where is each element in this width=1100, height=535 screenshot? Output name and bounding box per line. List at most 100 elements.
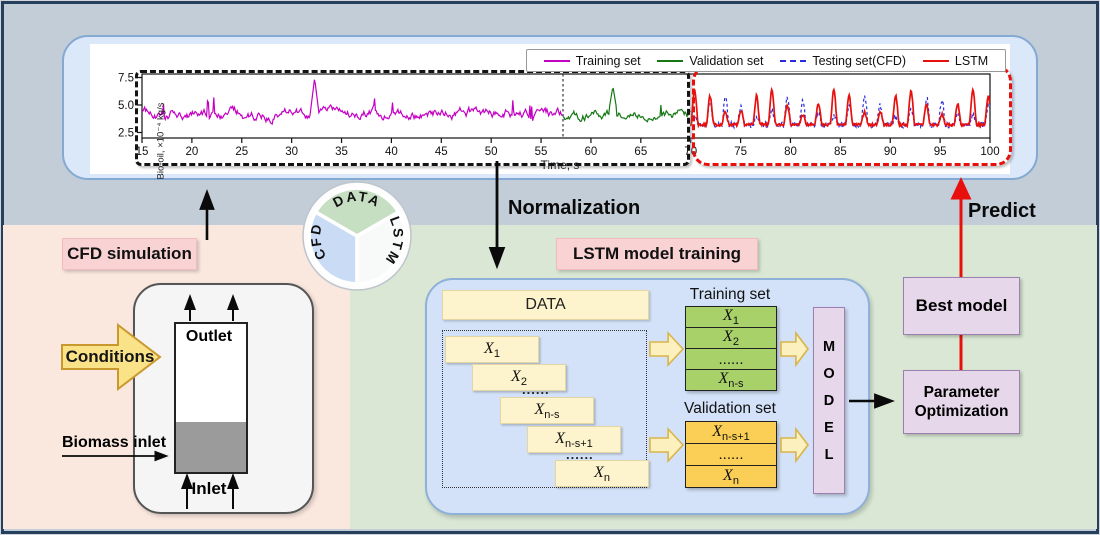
- dots-label: ......: [718, 446, 744, 463]
- legend-label: Validation set: [689, 53, 764, 68]
- table-row: ......: [686, 444, 776, 466]
- x-tick-label: 25: [235, 146, 248, 158]
- chart-plot-panel: 7.5 5.0 2.5 15 20 25 30 35 40 45 50 55 60 65 70 75 80 85 9…: [90, 44, 1012, 174]
- y-tick-label: 5.0: [118, 100, 134, 112]
- window-bar: Xn-s: [500, 397, 594, 424]
- plot-frame: [141, 73, 991, 139]
- legend-item-3: LSTM: [922, 53, 989, 68]
- predict-label: Predict: [968, 200, 1036, 222]
- x-tick-label: 65: [634, 146, 647, 158]
- x-sub-label: Xn-s: [534, 400, 560, 421]
- window-bar: Xn: [555, 460, 649, 487]
- inlet-label: Inlet: [191, 479, 227, 498]
- model-letter: O: [823, 365, 835, 382]
- biomass-bed: [176, 422, 246, 472]
- parameter-optimization-box: Parameter Optimization: [903, 370, 1020, 434]
- training-set-header: Training set: [689, 286, 771, 303]
- x-tick-label: 35: [335, 146, 348, 158]
- x-sub-label: Xn-s: [718, 370, 744, 390]
- legend-swatch-icon: [543, 59, 570, 62]
- legend-swatch-icon: [922, 59, 949, 62]
- svg-text:CFD: CFD: [308, 222, 329, 262]
- x-sub-label: Xn-s+1: [712, 422, 750, 443]
- x-sub-label: X2: [723, 328, 739, 348]
- bio-oil-timeseries-chart: 7.55.02.515 20 25 30 35 40 45 50 55 60 65 70 75 80 85 9…: [118, 73, 1000, 173]
- window-dots: ......: [522, 382, 550, 397]
- best-model-box: Best model: [903, 277, 1020, 335]
- biomass-inlet-label: Biomass inlet: [62, 434, 167, 451]
- legend-item-1: Validation set: [657, 53, 764, 68]
- x-sub-label: Xn: [594, 463, 610, 484]
- x-sub-label: Xn: [723, 466, 739, 487]
- legend-label: Training set: [575, 53, 641, 68]
- model-letter: L: [824, 446, 834, 463]
- dots-label: ......: [718, 350, 744, 368]
- x-sub-label: X2: [511, 367, 527, 388]
- x-tick-label: 75: [734, 146, 747, 158]
- table-row: Xn-s: [686, 370, 776, 390]
- lstm-model-training-label: LSTM model training: [556, 238, 758, 270]
- model-letter: M: [822, 338, 836, 355]
- table-row: ......: [686, 349, 776, 370]
- legend-item-0: Training set: [543, 53, 641, 68]
- y-axis-label: Bio-oil, ×10⁻⁴ kg/s: [155, 102, 167, 180]
- x-tick-label: 55: [535, 146, 548, 158]
- table-row: Xn-s+1: [686, 422, 776, 444]
- window-bar: X2: [472, 364, 566, 391]
- conditions-label: Conditions: [65, 347, 155, 366]
- series-validation-set: [562, 87, 691, 123]
- train-region-dashed-box: [135, 70, 690, 166]
- pie-wedge-cfd: [307, 209, 359, 286]
- x-sub-label: X1: [723, 307, 739, 327]
- x-tick-label: 45: [435, 146, 448, 158]
- window-bar: Xn-s+1: [527, 426, 621, 453]
- x-tick-label: 80: [784, 146, 797, 158]
- window-dots: ......: [566, 447, 594, 462]
- x-tick-label: 90: [884, 146, 897, 158]
- chart-legend: Training set Validation set Testing set(CF…: [526, 49, 1006, 72]
- pie-label-cfd: CFD: [308, 222, 327, 262]
- y-tick-label: 7.5: [118, 73, 134, 85]
- window-bar: X1: [445, 336, 539, 363]
- x-tick-label: 20: [185, 146, 198, 158]
- legend-label: Testing set(CFD): [812, 53, 907, 68]
- normalization-label: Normalization: [508, 197, 641, 219]
- table-row: Xn: [686, 466, 776, 487]
- x-tick-label: 95: [934, 146, 947, 158]
- x-tick-label: 40: [385, 146, 398, 158]
- validation-set-table: Xn-s+1...... Xn: [685, 421, 777, 488]
- legend-item-2: Testing set(CFD): [780, 54, 906, 68]
- pie-wedge-data: [313, 186, 401, 239]
- validation-set-header: Validation set: [684, 400, 776, 417]
- series-testing-set-cfd-: [690, 95, 990, 130]
- x-tick-label: 30: [285, 146, 298, 158]
- outlet-label: Outlet: [185, 328, 233, 345]
- legend-swatch-icon: [780, 59, 807, 62]
- y-tick-label: 2.5: [118, 128, 134, 140]
- cfd-simulation-label: CFD simulation: [62, 238, 197, 270]
- x-tick-label: 50: [485, 146, 498, 158]
- table-row: X1: [686, 307, 776, 328]
- test-region-dashed-box: [692, 65, 1012, 166]
- timeseries-chart-card: 7.5 5.0 2.5 15 20 25 30 35 40 45 50 55 60 65 70 75 80 85 9…: [62, 35, 1038, 180]
- training-set-table: X1 X2...... Xn-s: [685, 306, 777, 391]
- model-letter: E: [824, 419, 834, 436]
- x-tick-label: 15: [136, 146, 149, 158]
- x-tick-label: 60: [585, 146, 598, 158]
- model-letter: D: [823, 392, 835, 409]
- legend-swatch-icon: [657, 59, 684, 62]
- pie-wedge-lstm: [355, 209, 407, 286]
- sliding-window-dotted-box: [442, 330, 647, 488]
- x-sub-label: X1: [484, 339, 500, 360]
- x-sub-label: Xn-s+1: [555, 429, 593, 450]
- legend-label: LSTM: [954, 53, 989, 68]
- series-training-set: [142, 79, 563, 126]
- reactor-column: [174, 322, 248, 474]
- x-tick-label: 85: [834, 146, 847, 158]
- x-tick-label: 100: [980, 146, 999, 158]
- data-bar: DATA: [442, 290, 649, 320]
- data-cfd-lstm-pie-badge: DATA LSTM CFD: [302, 181, 412, 291]
- table-row: X2: [686, 328, 776, 349]
